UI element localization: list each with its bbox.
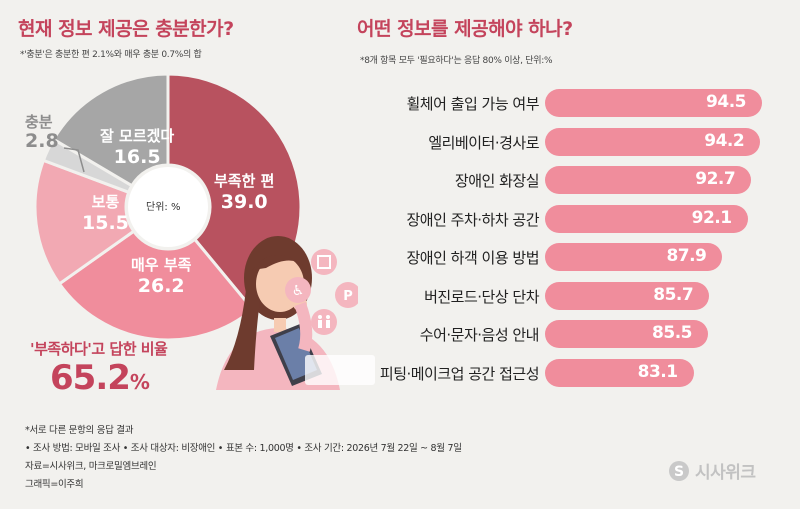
- pie-label-very-lacking-name: 매우 부족: [131, 256, 192, 274]
- bar: 94.2: [545, 127, 761, 156]
- pie-label-unsure-value: 16.5: [113, 145, 161, 168]
- bar-value-label: 94.5: [706, 92, 746, 112]
- bar-row: 버진로드·단상 단차 85.7: [345, 281, 765, 310]
- pie-label-lacking-somewhat-value: 39.0: [220, 190, 268, 213]
- bar-value-label: 85.5: [652, 323, 692, 343]
- bar-row: 엘리베이터·경사로 94.2: [345, 127, 765, 156]
- pie-label-unsure: 잘 모르겠다 16.5: [100, 127, 174, 170]
- bar-category-label: 휠체어 출입 가능 여부: [406, 95, 539, 113]
- footer-graphic-credit: 그래픽=이주희: [25, 479, 84, 490]
- summary-label: '부족하다'고 답한 비율: [30, 340, 168, 358]
- bar-category-label: 장애인 하객 이용 방법: [406, 249, 539, 267]
- pie-label-enough-name: 충분: [25, 113, 53, 131]
- pie-label-normal-value: 15.5: [82, 211, 129, 234]
- svg-text:♿: ♿: [292, 283, 305, 299]
- bar-category-label: 수어·문자·음성 안내: [419, 326, 540, 344]
- pie-label-lacking-somewhat: 부족한 편 39.0: [214, 172, 274, 215]
- bar-chart-note: *8개 항목 모두 '필요하다'는 응답 80% 이상, 단위:%: [360, 56, 553, 66]
- summary-unit: %: [129, 370, 150, 394]
- bar: 83.1: [545, 358, 694, 387]
- sisaweek-logo: S 시사위크: [668, 458, 756, 483]
- slice-very-lacking: [57, 229, 255, 342]
- pie-label-enough-value: 2.8: [25, 130, 59, 153]
- pie-label-unsure-name: 잘 모르겠다: [100, 127, 175, 145]
- bar-row: 장애인 화장실 92.7: [345, 166, 765, 194]
- bar-row: 피팅·메이크업 공간 접근성 83.1: [345, 358, 765, 387]
- bar-row: 휠체어 출입 가능 여부 94.5: [345, 89, 765, 117]
- bar-category-label: 장애인 화장실: [454, 172, 540, 190]
- pie-label-very-lacking-value: 26.2: [137, 274, 185, 297]
- summary-value: 65.2: [50, 358, 131, 398]
- pie-label-normal-name: 보통: [91, 193, 120, 211]
- bar-row: 장애인 주차·하차 공간 92.1: [345, 204, 765, 233]
- bar-value-label: 83.1: [637, 361, 678, 382]
- bar-category-label: 버진로드·단상 단차: [424, 287, 539, 306]
- sisaweek-logo-icon: S: [669, 460, 689, 481]
- bar: 85.5: [545, 320, 708, 348]
- slice-unsure: [51, 72, 170, 188]
- slice-normal: [33, 158, 136, 286]
- pie-center-hole: [128, 167, 208, 247]
- bar-category-label: 엘리베이터·경사로: [428, 133, 539, 152]
- pie-chart-title: 현재 정보 제공은 충분한가?: [18, 18, 234, 40]
- bar: 85.7: [545, 281, 710, 310]
- accessibility-icons: ♿ P: [285, 249, 358, 335]
- pie-label-normal: 보통 15.5: [82, 193, 129, 236]
- pie-label-lacking-somewhat-name: 부족한 편: [214, 172, 275, 190]
- footer-survey-info: • 조사 방법: 모바일 조사 • 조사 대상자: 비장애인 • 표본 수: 1…: [25, 443, 462, 454]
- bar-row: 장애인 하객 이용 방법 87.9: [345, 243, 765, 271]
- bar-value-label: 94.2: [704, 130, 745, 151]
- bar-chart-title: 어떤 정보를 제공해야 하나?: [357, 18, 573, 40]
- footer-source: 자료=시사위크, 마크로밀엠브레인: [25, 461, 157, 472]
- bar-value-label: 92.1: [691, 207, 732, 228]
- leader-line-enough: [63, 147, 85, 173]
- pie-chart-note: *'충분'은 충분한 편 2.1%와 매우 충분 0.7%의 합: [20, 50, 202, 60]
- bar-category-label: 장애인 주차·하차 공간: [406, 210, 539, 229]
- pie-label-enough: 충분 2.8: [25, 113, 59, 153]
- bar-row: 수어·문자·음성 안내 85.5: [345, 320, 765, 348]
- bar: 87.9: [545, 243, 723, 271]
- bar: 94.5: [545, 89, 762, 117]
- svg-text:P: P: [343, 289, 353, 304]
- sisaweek-logo-text: 시사위크: [695, 463, 756, 483]
- bar-value-label: 85.7: [653, 284, 694, 305]
- bar-value-label: 87.9: [666, 246, 707, 266]
- pie-label-very-lacking: 매우 부족 26.2: [131, 256, 191, 299]
- summary-figure: 65.2%: [50, 358, 150, 398]
- illustration-woman-tablet: [216, 236, 375, 390]
- bar: 92.7: [545, 166, 752, 194]
- pie-center-label: 단위: %: [146, 202, 181, 213]
- footer-note: *서로 다른 문항의 응답 결과: [25, 425, 134, 436]
- bar: 92.1: [545, 204, 748, 233]
- bar-value-label: 92.7: [695, 169, 736, 189]
- svg-text:S: S: [674, 464, 684, 480]
- bar-category-label: 피팅·메이크업 공간 접근성: [379, 364, 540, 383]
